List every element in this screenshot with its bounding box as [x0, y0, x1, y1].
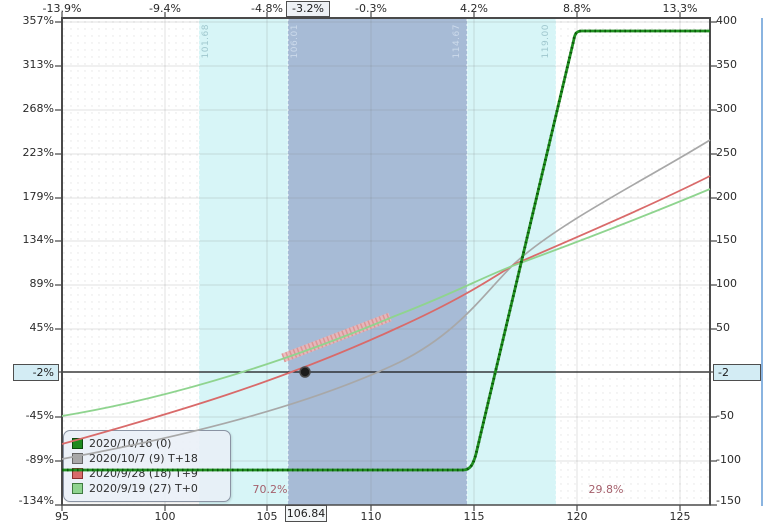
right-axis-tick: -150: [716, 494, 741, 507]
series-swatch-icon: [72, 438, 83, 449]
top-axis-tick: -9.4%: [149, 2, 181, 15]
top-axis-tick: -13.9%: [42, 2, 82, 15]
current-price-box: 106.84: [285, 505, 327, 522]
band-price-label: 106.01: [290, 24, 300, 59]
left-axis-tick: 45%: [29, 321, 54, 334]
bottom-axis-tick: 105: [256, 510, 278, 523]
top-axis-tick: 4.2%: [460, 2, 488, 15]
left-axis-tick: -45%: [25, 409, 54, 422]
band-price-label: 119.00: [541, 24, 551, 59]
left-axis-tick: 179%: [22, 190, 54, 203]
right-axis-tick: 350: [716, 58, 737, 71]
probability-above-label: 29.8%: [588, 483, 624, 496]
legend-item-label: 2020/10/7 (9) T+18: [89, 452, 198, 465]
right-axis-tick: 150: [716, 233, 737, 246]
right-axis-tick: -100: [716, 453, 741, 466]
left-axis-tick: 134%: [22, 233, 54, 246]
top-axis-tick: -0.3%: [355, 2, 387, 15]
bottom-axis-tick: 120: [566, 510, 588, 523]
left-axis-tick: 89%: [29, 277, 54, 290]
bottom-axis-tick: 125: [669, 510, 691, 523]
legend[interactable]: 2020/10/16 (0) 2020/10/7 (9) T+18 2020/9…: [63, 430, 231, 502]
left-axis-tick: 357%: [22, 14, 54, 27]
current-change-pct-box: -3.2%: [286, 1, 330, 17]
legend-item-label: 2020/9/28 (18) T+9: [89, 467, 198, 480]
right-axis-tick: 100: [716, 277, 737, 290]
right-axis-tick: 200: [716, 190, 737, 203]
top-axis-tick: 8.8%: [563, 2, 591, 15]
current-pnl-pct-box: -2%: [13, 364, 59, 381]
bottom-axis-tick: 95: [55, 510, 69, 523]
legend-item[interactable]: 2020/9/19 (27) T+0: [72, 481, 222, 496]
series-swatch-icon: [72, 483, 83, 494]
inner-band: [288, 19, 467, 505]
left-axis-tick: 223%: [22, 146, 54, 159]
current-pnl-value-box: -2: [713, 364, 761, 381]
bottom-axis-tick: 100: [154, 510, 176, 523]
right-axis-tick: 400: [716, 14, 737, 27]
series-swatch-icon: [72, 453, 83, 464]
left-axis-tick: -89%: [25, 453, 54, 466]
top-axis-tick: -4.8%: [251, 2, 283, 15]
series-swatch-icon: [72, 468, 83, 479]
bottom-axis-tick: 110: [360, 510, 382, 523]
legend-item[interactable]: 2020/10/16 (0): [72, 436, 222, 451]
left-axis-tick: -134%: [18, 494, 54, 507]
left-axis-tick: 268%: [22, 102, 54, 115]
legend-item[interactable]: 2020/10/7 (9) T+18: [72, 451, 222, 466]
legend-item-label: 2020/9/19 (27) T+0: [89, 482, 198, 495]
band-price-label: 114.67: [452, 24, 462, 59]
right-axis-tick: 250: [716, 146, 737, 159]
top-axis-tick: 13.3%: [662, 2, 698, 15]
probability-below-label: 70.2%: [252, 483, 288, 496]
right-axis-tick: 300: [716, 102, 737, 115]
bottom-axis-tick: 115: [463, 510, 485, 523]
panel-edge-divider: [761, 18, 763, 506]
right-axis-tick: -50: [716, 409, 734, 422]
legend-item-label: 2020/10/16 (0): [89, 437, 172, 450]
legend-item[interactable]: 2020/9/28 (18) T+9: [72, 466, 222, 481]
right-axis-tick: 50: [716, 321, 730, 334]
left-axis-tick: 313%: [22, 58, 54, 71]
band-price-label: 101.68: [201, 24, 211, 59]
